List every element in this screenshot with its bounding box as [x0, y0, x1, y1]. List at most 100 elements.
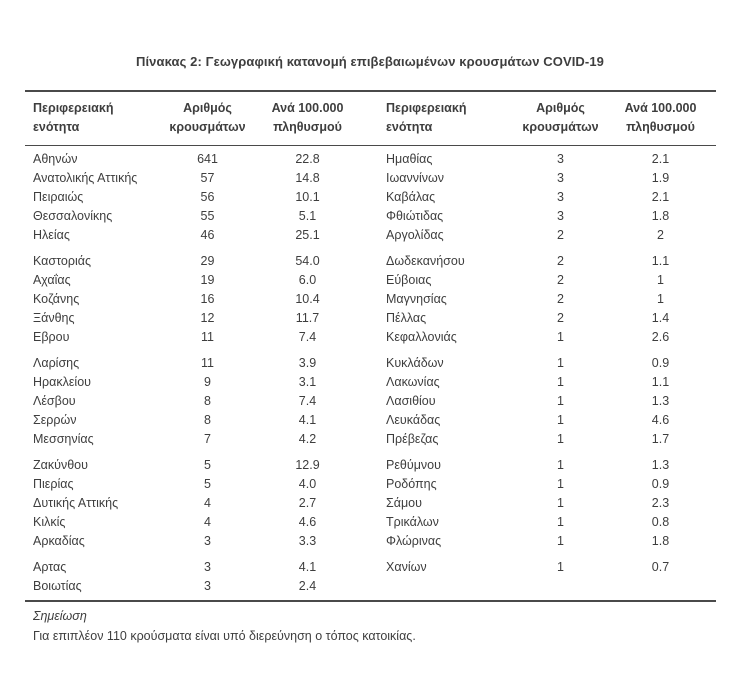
cell-rate: 1	[657, 273, 664, 287]
column-header-cases: Αριθμός κρουσμάτων	[513, 99, 608, 137]
cell-cases: 1	[557, 515, 564, 529]
cell-cases: 56	[200, 190, 215, 204]
cell-region: Τρικάλων	[386, 515, 439, 529]
table-header-left-half: Περιφερειακή ενότητα Αριθμός κρουσμάτων …	[25, 99, 370, 137]
cell-rate: 1	[657, 292, 664, 306]
cell-rate: 4.1	[298, 560, 317, 574]
table-row: Πειραιώς 56 10.1	[25, 188, 370, 207]
cell-rate: 1.8	[651, 209, 670, 223]
cell-region: Αθηνών	[33, 152, 78, 166]
table-row: Τρικάλων 1 0.8	[378, 513, 713, 532]
column-header-cases: Αριθμός κρουσμάτων	[160, 99, 255, 137]
column-header-rate-line2: πληθυσμού	[626, 120, 695, 134]
table-row: Ξάνθης 12 11.7	[25, 309, 370, 328]
table-row: Αρτας 3 4.1	[25, 558, 370, 577]
table-header-right-half: Περιφερειακή ενότητα Αριθμός κρουσμάτων …	[370, 99, 713, 137]
table-row: Λασιθίου 1 1.3	[378, 392, 713, 411]
cell-rate: 1.1	[651, 254, 670, 268]
cell-region: Κυκλάδων	[386, 356, 444, 370]
cell-rate: 11.7	[295, 311, 320, 325]
table-row: Κεφαλλονιάς 1 2.6	[378, 328, 713, 347]
table-row: Λαρίσης 11 3.9	[25, 354, 370, 373]
table-row: Εβρου 11 7.4	[25, 328, 370, 347]
cell-cases: 12	[200, 311, 215, 325]
cell-region: Αρκαδίας	[33, 534, 85, 548]
table-row: Μεσσηνίας 7 4.2	[25, 430, 370, 449]
table-row: Λακωνίας 1 1.1	[378, 373, 713, 392]
cell-rate: 1.1	[651, 375, 670, 389]
cell-cases: 46	[200, 228, 215, 242]
table-row: Καβάλας 3 2.1	[378, 188, 713, 207]
cell-region: Κοζάνης	[33, 292, 80, 306]
cell-rate: 3.1	[298, 375, 317, 389]
footnote-text: Για επιπλέον 110 κρούσματα είναι υπό διε…	[33, 629, 416, 643]
column-header-region: Περιφερειακή ενότητα	[33, 101, 114, 134]
table-row: Λέσβου 8 7.4	[25, 392, 370, 411]
cell-cases: 1	[557, 375, 564, 389]
cell-region: Βοιωτίας	[33, 579, 82, 593]
column-header-rate-line1: Ανά 100.000	[271, 101, 344, 115]
cell-rate: 7.4	[298, 330, 317, 344]
cell-cases: 3	[557, 152, 564, 166]
cell-region: Χανίων	[386, 560, 427, 574]
row-group: Ζακύνθου 5 12.9 Πιερίας 5 4.0 Δυτικής Αττικής 4…	[25, 456, 370, 551]
table-row: Σερρών 8 4.1	[25, 411, 370, 430]
cell-cases: 1	[557, 413, 564, 427]
cell-rate: 0.9	[651, 356, 670, 370]
cell-region: Ροδόπης	[386, 477, 437, 491]
row-group: Καστοριάς 29 54.0 Αχαΐας 19 6.0 Κοζάνης 16 10.4 Ξ…	[25, 252, 370, 347]
column-header-rate: Ανά 100.000 πληθυσμού	[255, 99, 360, 137]
table-row: Θεσσαλονίκης 55 5.1	[25, 207, 370, 226]
cell-rate: 4.0	[298, 477, 317, 491]
table-footnote: Σημείωση Για επιπλέον 110 κρούσματα είνα…	[25, 606, 716, 646]
cell-region: Μεσσηνίας	[33, 432, 94, 446]
table-row: Χανίων 1 0.7	[378, 558, 713, 577]
cell-cases: 1	[557, 394, 564, 408]
cell-rate: 4.2	[298, 432, 317, 446]
table-row: Φθιώτιδας 3 1.8	[378, 207, 713, 226]
cell-rate: 2.3	[651, 496, 670, 510]
column-header-cases-line1: Αριθμός	[183, 101, 232, 115]
cell-rate: 2.6	[651, 330, 670, 344]
cell-region: Λαρίσης	[33, 356, 80, 370]
cell-rate: 2.7	[298, 496, 317, 510]
table-row: Ροδόπης 1 0.9	[378, 475, 713, 494]
table-row: Μαγνησίας 2 1	[378, 290, 713, 309]
table-row: Κοζάνης 16 10.4	[25, 290, 370, 309]
cell-region: Λευκάδας	[386, 413, 441, 427]
table-bottom-rule	[25, 600, 716, 602]
column-header-region: Περιφερειακή ενότητα	[386, 101, 467, 134]
cell-cases: 4	[204, 515, 211, 529]
table-row: Βοιωτίας 3 2.4	[25, 577, 370, 596]
table-row: Φλώρινας 1 1.8	[378, 532, 713, 551]
cell-cases: 1	[557, 432, 564, 446]
cell-cases: 2	[557, 254, 564, 268]
cell-region: Καστοριάς	[33, 254, 91, 268]
cell-rate: 54.0	[295, 254, 320, 268]
footnote-label: Σημείωση	[33, 609, 87, 623]
cell-rate: 3.9	[298, 356, 317, 370]
cell-region: Αρτας	[33, 560, 67, 574]
row-group: Αρτας 3 4.1 Βοιωτίας 3 2.4	[25, 558, 370, 596]
cell-region: Μαγνησίας	[386, 292, 447, 306]
cell-cases: 29	[200, 254, 215, 268]
column-header-cases-line2: κρουσμάτων	[169, 120, 246, 134]
table-row: Ημαθίας 3 2.1	[378, 150, 713, 169]
cell-cases: 3	[204, 579, 211, 593]
cases-table: Περιφερειακή ενότητα Αριθμός κρουσμάτων …	[25, 90, 716, 602]
cell-cases: 641	[197, 152, 218, 166]
table-row: Πιερίας 5 4.0	[25, 475, 370, 494]
cell-cases: 11	[201, 356, 214, 370]
cell-region: Ζακύνθου	[33, 458, 88, 472]
cell-rate: 22.8	[295, 152, 320, 166]
cell-rate: 1.3	[651, 458, 670, 472]
cell-region: Λασιθίου	[386, 394, 436, 408]
cell-region: Λέσβου	[33, 394, 76, 408]
cell-cases: 1	[557, 496, 564, 510]
cell-cases: 2	[557, 292, 564, 306]
table-right-half: Ημαθίας 3 2.1 Ιωαννίνων 3 1.9 Καβάλας 3 2.1 Φθιώτ…	[370, 150, 713, 596]
column-header-cases-line1: Αριθμός	[536, 101, 585, 115]
cell-cases: 8	[204, 394, 211, 408]
row-group: Λαρίσης 11 3.9 Ηρακλείου 9 3.1 Λέσβου 8 7.4 Σερρώ…	[25, 354, 370, 449]
